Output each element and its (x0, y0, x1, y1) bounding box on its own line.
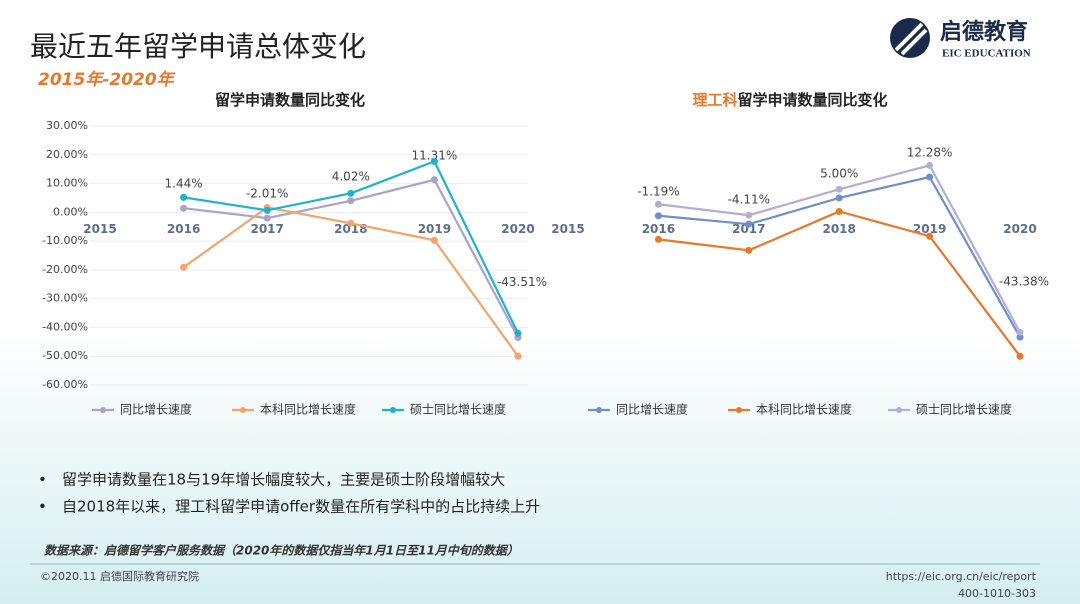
x-tick-label: 2019 (913, 222, 946, 236)
data-point (180, 193, 188, 201)
data-point (430, 176, 438, 184)
y-tick-label: 0.00% (53, 205, 88, 218)
y-tick-label: -10.00% (42, 234, 88, 247)
x-tick-label: 2015 (83, 222, 116, 236)
legend-marker (100, 407, 106, 413)
data-point (745, 246, 753, 254)
x-tick-label: 2018 (822, 222, 855, 236)
data-point (347, 189, 355, 197)
data-label: -43.51% (497, 275, 547, 289)
phone: 400-1010-303 (958, 587, 1036, 600)
data-label: 1.44% (165, 177, 203, 191)
data-point (654, 200, 662, 208)
data-label: 4.02% (332, 169, 370, 183)
y-tick-label: -50.00% (42, 349, 88, 362)
data-point (514, 329, 522, 337)
bullet: 自2018年以来，理工科留学申请offer数量在所有学科中的占比持续上升 (62, 498, 540, 516)
data-point (926, 232, 934, 240)
chart-title-part: 理工科 (692, 91, 737, 109)
data-point (926, 173, 934, 181)
data-point (835, 185, 843, 193)
data-point (835, 207, 843, 215)
logo-stroke (894, 22, 928, 56)
x-tick-label: 2020 (501, 222, 534, 236)
data-point (1016, 352, 1024, 360)
x-tick-label: 2019 (418, 222, 451, 236)
legend-label: 本科同比增长速度 (756, 402, 852, 417)
y-tick-label: -40.00% (42, 320, 88, 333)
data-point (180, 204, 188, 212)
legend-marker (596, 407, 602, 413)
y-tick-label: 30.00% (46, 119, 88, 132)
x-tick-label: 2016 (167, 222, 200, 236)
logo-text: 启德教育 (940, 19, 1028, 45)
source-note: 数据来源：启德留学客户服务数据（2020年的数据仅指当年1月1日至11月中旬的数… (44, 544, 519, 558)
data-point (430, 157, 438, 165)
data-label: 11.31% (412, 148, 458, 162)
chart-title: 理工科留学申请数量同比变化 (692, 91, 887, 109)
legend-label: 同比增长速度 (616, 402, 688, 417)
chart-title-part: 留学申请数量同比变化 (738, 91, 888, 109)
data-point (1016, 328, 1024, 336)
data-point (745, 220, 753, 228)
report-url: https://eic.org.cn/eic/report (886, 570, 1037, 583)
y-tick-label: -20.00% (42, 263, 88, 276)
data-label: -4.11% (728, 193, 770, 207)
legend-marker (896, 407, 902, 413)
slide-title: 最近五年留学申请总体变化 (30, 30, 366, 63)
data-point (745, 211, 753, 219)
data-point (926, 161, 934, 169)
data-point (835, 194, 843, 202)
bullet: 留学申请数量在18与19年增长幅度较大，主要是硕士阶段增幅较大 (62, 471, 505, 489)
legend-label: 硕士同比增长速度 (410, 402, 506, 417)
data-label: 12.28% (907, 145, 953, 159)
slide-subtitle: 2015年-2020年 (38, 70, 176, 90)
data-point (654, 235, 662, 243)
data-label: -2.01% (246, 187, 288, 201)
data-point (180, 263, 188, 271)
data-point (347, 219, 355, 227)
data-point (430, 236, 438, 244)
data-point (1016, 333, 1024, 341)
x-tick-label: 2015 (551, 222, 584, 236)
legend-marker (736, 407, 742, 413)
legend-label: 硕士同比增长速度 (916, 402, 1012, 417)
x-tick-label: 2017 (250, 222, 283, 236)
x-tick-label: 2017 (732, 222, 765, 236)
data-point (654, 212, 662, 220)
copyright: ©2020.11 启德国际教育研究院 (40, 569, 199, 583)
logo: 启德教育 EIC EDUCATION (890, 18, 1031, 60)
x-tick-label: 2020 (1003, 222, 1036, 236)
bullet-dot: • (38, 498, 47, 516)
y-tick-label: 20.00% (46, 148, 88, 161)
chart-title: 留学申请数量同比变化 (215, 91, 365, 109)
chart-title-part: 留学申请数量同比变化 (215, 91, 365, 109)
data-label: -43.38% (999, 275, 1049, 289)
y-tick-label: -30.00% (42, 292, 88, 305)
x-tick-label: 2016 (642, 222, 675, 236)
legend-marker (240, 407, 246, 413)
y-tick-label: 10.00% (46, 177, 88, 190)
y-tick-label: -60.00% (42, 378, 88, 391)
legend-label: 同比增长速度 (120, 402, 192, 417)
logo-subtext: EIC EDUCATION (942, 48, 1031, 60)
legend-marker (390, 407, 396, 413)
data-point (347, 197, 355, 205)
bullet-dot: • (38, 471, 47, 489)
data-point (263, 214, 271, 222)
data-point (514, 352, 522, 360)
data-point (263, 206, 271, 214)
data-label: 5.00% (820, 166, 858, 180)
data-label: -1.19% (637, 184, 679, 198)
legend-label: 本科同比增长速度 (260, 402, 356, 417)
